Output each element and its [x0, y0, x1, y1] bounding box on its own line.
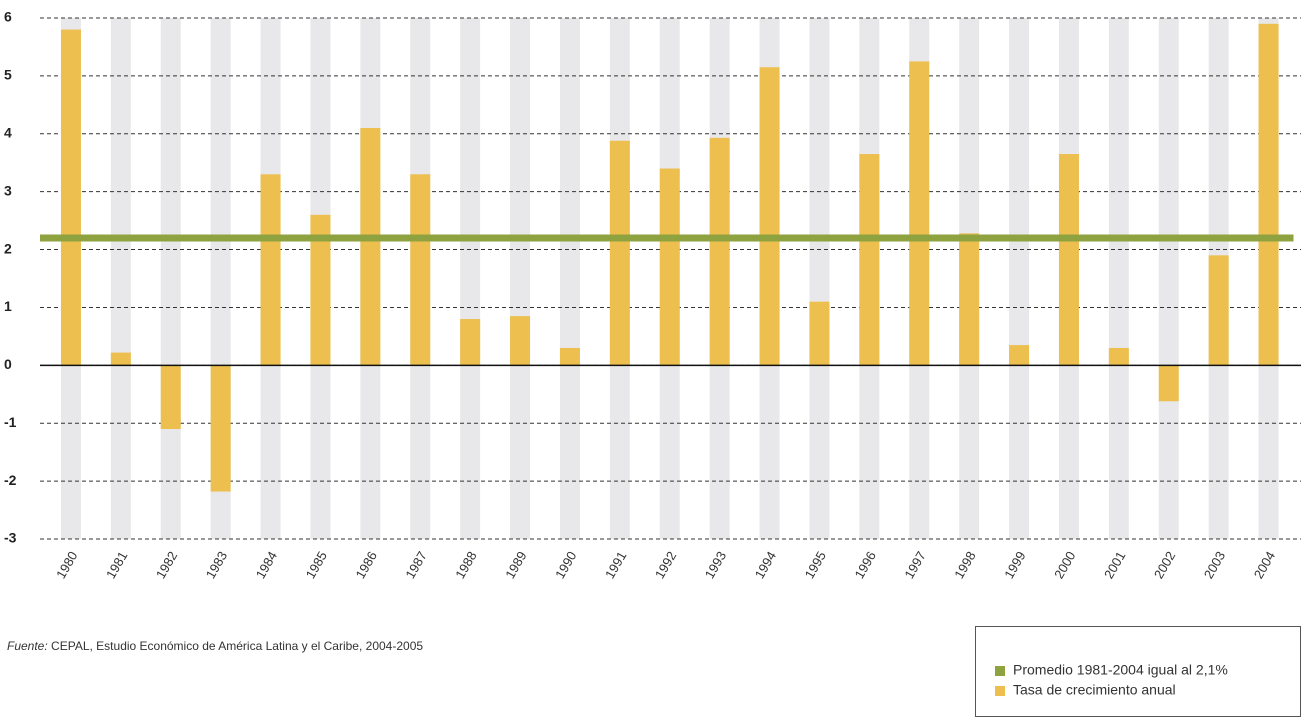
bar — [859, 154, 880, 366]
y-tick-label: 2 — [4, 240, 12, 256]
x-tick-label: 1994 — [752, 549, 779, 582]
y-tick-label: -2 — [4, 472, 17, 488]
x-tick-label: 1995 — [802, 549, 829, 582]
x-tick-label: 1981 — [103, 549, 130, 582]
bar — [1009, 345, 1030, 366]
bar — [1158, 365, 1179, 402]
bar — [909, 61, 930, 366]
y-tick-label: 1 — [4, 298, 12, 314]
y-tick-label: 0 — [4, 356, 12, 372]
bar — [959, 233, 980, 366]
category-band — [110, 18, 131, 539]
category-band — [160, 18, 181, 539]
bar — [460, 319, 481, 366]
bar — [809, 301, 830, 366]
category-band — [1009, 18, 1030, 539]
bar — [1108, 347, 1129, 366]
category-band — [460, 18, 481, 539]
x-tick-label: 1993 — [702, 549, 729, 582]
bar — [1058, 154, 1079, 366]
category-band — [1108, 18, 1129, 539]
legend-label: Promedio 1981-2004 igual al 2,1% — [1013, 662, 1228, 678]
x-tick-label: 1980 — [53, 549, 80, 582]
y-tick-label: 3 — [4, 182, 12, 198]
x-tick-label: 1996 — [851, 549, 878, 582]
legend-swatch — [995, 686, 1005, 696]
bar — [659, 168, 680, 366]
x-tick-label: 2002 — [1151, 549, 1178, 582]
x-tick-label: 1989 — [502, 549, 529, 582]
x-tick-label: 1983 — [203, 549, 230, 582]
bar — [110, 352, 131, 366]
y-tick-label: 5 — [4, 67, 12, 83]
bar — [759, 67, 780, 366]
bar — [160, 365, 181, 430]
y-tick-label: -1 — [4, 414, 17, 430]
y-tick-label: -3 — [4, 530, 17, 546]
bar — [360, 127, 381, 366]
x-tick-label: 1990 — [552, 549, 579, 582]
legend-label: Tasa de crecimiento anual — [1013, 682, 1176, 698]
x-tick-label: 1991 — [602, 549, 629, 582]
x-tick-label: 1982 — [153, 549, 180, 582]
y-tick-label: 4 — [4, 124, 12, 140]
legend-swatch — [995, 666, 1005, 676]
bar — [210, 365, 231, 492]
x-tick-label: 1985 — [303, 549, 330, 582]
category-band — [1158, 18, 1179, 539]
x-tick-label: 2003 — [1201, 549, 1228, 582]
x-tick-label: 1992 — [652, 549, 679, 582]
x-tick-label: 1997 — [901, 549, 928, 582]
source: Fuente: CEPAL, Estudio Económico de Amér… — [7, 639, 423, 653]
category-band — [809, 18, 830, 539]
x-tick-label: 1986 — [352, 549, 379, 582]
source-text: CEPAL, Estudio Económico de América Lati… — [51, 639, 423, 653]
category-band — [510, 18, 531, 539]
x-tick-label: 1984 — [253, 549, 280, 582]
x-tick-label: 1998 — [951, 549, 978, 582]
x-tick-label: 2001 — [1101, 549, 1128, 582]
bar — [609, 140, 630, 366]
bar — [510, 316, 531, 366]
x-tick-label: 1987 — [402, 549, 429, 582]
x-tick-label: 2000 — [1051, 549, 1078, 582]
x-tick-label: 1988 — [452, 549, 479, 582]
bar — [260, 174, 281, 366]
bar — [310, 214, 331, 366]
source-label: Fuente: — [7, 639, 48, 653]
legend-box — [975, 626, 1301, 717]
bar — [1258, 23, 1279, 366]
bar — [410, 174, 431, 366]
bar — [1208, 255, 1229, 366]
category-band — [559, 18, 580, 539]
x-tick-label: 2004 — [1251, 549, 1278, 582]
bar — [559, 347, 580, 366]
y-tick-label: 6 — [4, 9, 12, 25]
x-tick-label: 1999 — [1001, 549, 1028, 582]
bar — [60, 29, 81, 366]
bar — [709, 137, 730, 366]
